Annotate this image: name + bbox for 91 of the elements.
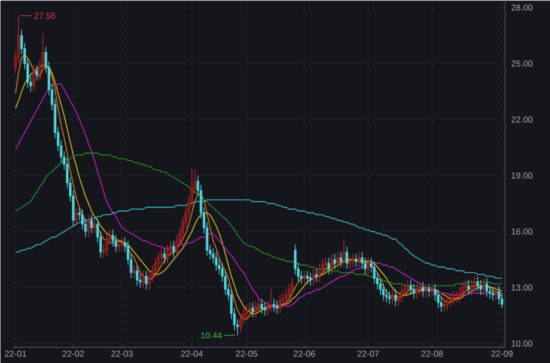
y-tick-label: 22.00 xyxy=(512,116,532,122)
y-tick-label: 19.00 xyxy=(512,172,532,178)
annotation: 10.44 xyxy=(201,332,222,338)
y-tick-label: 16.00 xyxy=(512,228,532,234)
y-tick-label: 13.00 xyxy=(512,284,532,290)
candlestick xyxy=(105,232,108,256)
y-tick-label: 10.00 xyxy=(512,340,532,346)
candlestick xyxy=(132,264,136,278)
candlestick xyxy=(394,288,397,306)
candlestick xyxy=(87,214,90,238)
candlestick xyxy=(340,252,342,268)
candlestick xyxy=(498,285,500,305)
candlestick xyxy=(416,283,418,300)
candlestick xyxy=(315,268,318,282)
candlestick xyxy=(428,283,430,298)
candlestick xyxy=(172,240,175,258)
candlestick xyxy=(324,257,327,271)
candlestick xyxy=(430,283,434,298)
candlestick xyxy=(492,287,494,301)
candlestick xyxy=(32,64,36,92)
candlestick xyxy=(410,280,412,296)
candlestick xyxy=(446,294,449,310)
candlestick xyxy=(473,276,476,292)
candlestick xyxy=(309,272,312,286)
candlestick xyxy=(406,280,410,296)
x-tick-label: 22-01 xyxy=(4,350,26,357)
candlestick xyxy=(303,270,306,284)
candlestick xyxy=(333,253,336,270)
candlestick xyxy=(264,302,266,316)
x-tick-label: 22-02 xyxy=(62,350,84,357)
x-tick-label: 22-04 xyxy=(181,350,203,357)
candlestick xyxy=(494,285,498,301)
candlestick xyxy=(354,253,358,268)
candlestick xyxy=(251,302,254,318)
candlestick xyxy=(422,281,424,298)
candlestick xyxy=(346,246,348,270)
y-tick-label: 25.00 xyxy=(512,60,532,66)
x-tick-label: 22-09 xyxy=(491,350,513,357)
candlestick xyxy=(467,280,470,296)
candlestick xyxy=(400,285,403,303)
candlestick xyxy=(486,278,488,298)
candlestick xyxy=(476,276,479,292)
y-tick-label: 28.00 xyxy=(512,4,532,10)
candlestick xyxy=(93,218,96,234)
candlestick xyxy=(278,294,282,314)
candlestick xyxy=(449,292,452,306)
candlestick xyxy=(306,270,309,284)
candlestick xyxy=(348,255,352,270)
candlestick xyxy=(452,290,455,305)
candlestick xyxy=(166,244,169,264)
candlestick xyxy=(479,280,482,296)
candlestick xyxy=(342,238,346,268)
x-tick-label: 22-03 xyxy=(111,350,133,357)
candlestick xyxy=(424,283,428,298)
candlestick xyxy=(442,298,446,312)
candlestick xyxy=(412,283,416,300)
candlestick xyxy=(248,302,251,316)
candlestick xyxy=(366,257,370,275)
candlestick xyxy=(144,270,148,290)
candlestick xyxy=(90,214,93,234)
candlestick xyxy=(120,236,124,250)
candlestick xyxy=(142,270,144,288)
candlestick xyxy=(391,288,394,305)
candlestick xyxy=(461,281,464,300)
candlestick xyxy=(270,288,272,312)
candlestick xyxy=(330,253,334,275)
candlestick xyxy=(163,248,166,264)
candlestick xyxy=(482,278,486,296)
candlestick xyxy=(75,206,78,226)
candlestick xyxy=(352,253,354,268)
x-tick-label: 22-05 xyxy=(236,350,258,357)
candlestick xyxy=(418,281,422,296)
candlestick xyxy=(214,252,218,271)
x-tick-label: 22-06 xyxy=(294,350,316,357)
candlestick xyxy=(272,298,276,312)
candlestick xyxy=(312,268,315,286)
candlestick xyxy=(254,300,257,318)
candlestick xyxy=(118,238,120,252)
candlestick xyxy=(358,252,360,268)
candlestick xyxy=(36,64,38,81)
candlestick xyxy=(327,257,330,275)
candlestick xyxy=(136,264,138,286)
candlestick xyxy=(470,280,473,296)
x-tick-label: 22-07 xyxy=(358,350,379,357)
candlestick xyxy=(388,290,391,305)
candlestick xyxy=(276,300,278,314)
annotation: 27.56 xyxy=(34,12,56,19)
x-tick-label: 22-08 xyxy=(421,350,443,357)
candlestick xyxy=(336,252,340,270)
candlestick xyxy=(318,262,321,282)
candlestick xyxy=(260,298,264,314)
